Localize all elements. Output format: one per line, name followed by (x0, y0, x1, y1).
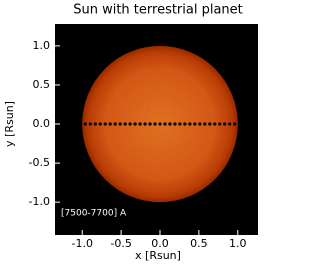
x-tick-label: 0.5 (190, 237, 208, 250)
annotation: [7500-7700] A (61, 209, 127, 219)
planet-position (108, 122, 112, 126)
planet-position (138, 122, 142, 126)
chart-title: Sun with terrestrial planet (73, 3, 243, 18)
planet-position (153, 122, 157, 126)
x-tick-label: -0.5 (110, 237, 131, 250)
planet-position (123, 122, 127, 126)
planet-position (128, 122, 132, 126)
planet-position (143, 122, 147, 126)
planet-position (163, 122, 167, 126)
x-tick-label: 1.0 (229, 237, 247, 250)
planet-position (213, 122, 217, 126)
planet-position (178, 122, 182, 126)
planet-position (198, 122, 202, 126)
y-axis-label: y [Rsun] (3, 101, 16, 147)
x-tick-label: -1.0 (71, 237, 92, 250)
chart: Sun with terrestrial planet x [Rsun] y [… (3, 3, 258, 262)
planet-position (218, 122, 222, 126)
planet-position (88, 122, 92, 126)
planet-position (118, 122, 122, 126)
planet-position (133, 122, 137, 126)
planet-position (203, 122, 207, 126)
planet-position (208, 122, 212, 126)
y-tick-label: -0.5 (29, 156, 50, 169)
planet-position (193, 122, 197, 126)
planet-position (223, 122, 227, 126)
x-axis-label: x [Rsun] (135, 249, 181, 262)
y-tick-label: -1.0 (29, 195, 50, 208)
planet-position (173, 122, 177, 126)
planet-position (83, 122, 87, 126)
planet-position (228, 122, 232, 126)
planet-position (183, 122, 187, 126)
planet-position (113, 122, 117, 126)
y-tick-label: 0.0 (33, 117, 51, 130)
y-tick-label: 1.0 (33, 39, 51, 52)
planet-position (233, 122, 237, 126)
planet-position (158, 122, 162, 126)
planet-position (168, 122, 172, 126)
planet-position (148, 122, 152, 126)
x-tick-label: 0.0 (151, 237, 169, 250)
planet-position (98, 122, 102, 126)
planet-position (103, 122, 107, 126)
y-tick-label: 0.5 (33, 78, 51, 91)
planet-position (188, 122, 192, 126)
planet-position (93, 122, 97, 126)
